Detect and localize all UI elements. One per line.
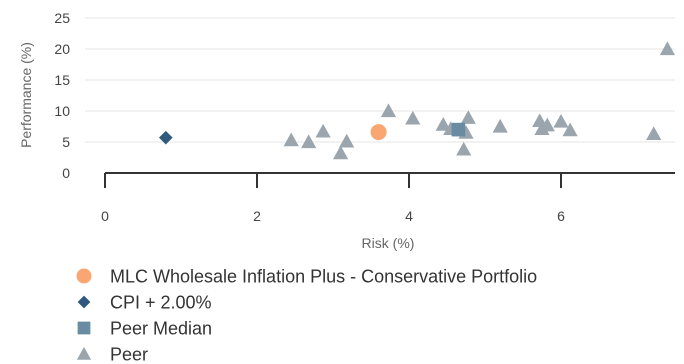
legend-triangle-icon: [76, 346, 92, 360]
diamond-point: [159, 130, 173, 145]
legend-item: Peer: [76, 345, 148, 364]
x-tick-label: 4: [405, 208, 413, 224]
triangle-point: [435, 117, 451, 131]
triangle-point: [339, 133, 355, 148]
triangle-point: [532, 113, 548, 127]
y-tick-label: 5: [62, 134, 70, 150]
y-axis-title: Performance (%): [18, 42, 34, 148]
legend-item: Peer Median: [77, 319, 212, 339]
legend-label: Peer Median: [110, 319, 212, 339]
triangle-point: [460, 110, 476, 124]
x-tick-label: 0: [101, 208, 109, 224]
triangle-point: [405, 110, 421, 125]
x-tick-label: 6: [557, 208, 565, 224]
triangle-point: [492, 118, 508, 133]
triangle-point: [562, 122, 578, 137]
legend-square-icon: [77, 321, 91, 335]
y-tick-label: 15: [54, 72, 70, 88]
triangle-point: [646, 126, 662, 141]
x-axis-title: Risk (%): [362, 235, 415, 251]
legend-diamond-icon: [77, 295, 91, 309]
legend-label: CPI + 2.00%: [110, 293, 212, 313]
triangle-point: [539, 117, 555, 132]
legend: MLC Wholesale Inflation Plus - Conservat…: [76, 267, 537, 364]
triangle-point: [301, 134, 317, 149]
legend-label: MLC Wholesale Inflation Plus - Conservat…: [110, 267, 537, 287]
y-tick-label: 25: [54, 10, 70, 26]
circle-point: [370, 124, 387, 141]
square-point: [451, 122, 466, 137]
triangle-point: [333, 145, 349, 160]
y-tick-label: 20: [54, 41, 70, 57]
x-axis: 0 2 4 6: [101, 172, 675, 224]
triangle-point: [315, 123, 331, 138]
legend-item: CPI + 2.00%: [77, 293, 212, 313]
x-tick-label: 2: [253, 208, 261, 224]
y-tick-label: 10: [54, 103, 70, 119]
grid-lines: [85, 17, 675, 143]
data-points: [159, 41, 675, 160]
legend-circle-icon: [76, 268, 92, 284]
triangle-point: [380, 103, 397, 118]
y-axis-ticks: 0 5 10 15 20 25: [54, 10, 70, 181]
y-tick-label: 0: [62, 165, 70, 181]
triangle-point: [456, 141, 472, 156]
triangle-point: [553, 113, 569, 128]
triangle-point: [659, 41, 675, 56]
legend-label: Peer: [110, 345, 148, 364]
legend-item: MLC Wholesale Inflation Plus - Conservat…: [76, 267, 537, 287]
triangle-point: [283, 132, 299, 147]
